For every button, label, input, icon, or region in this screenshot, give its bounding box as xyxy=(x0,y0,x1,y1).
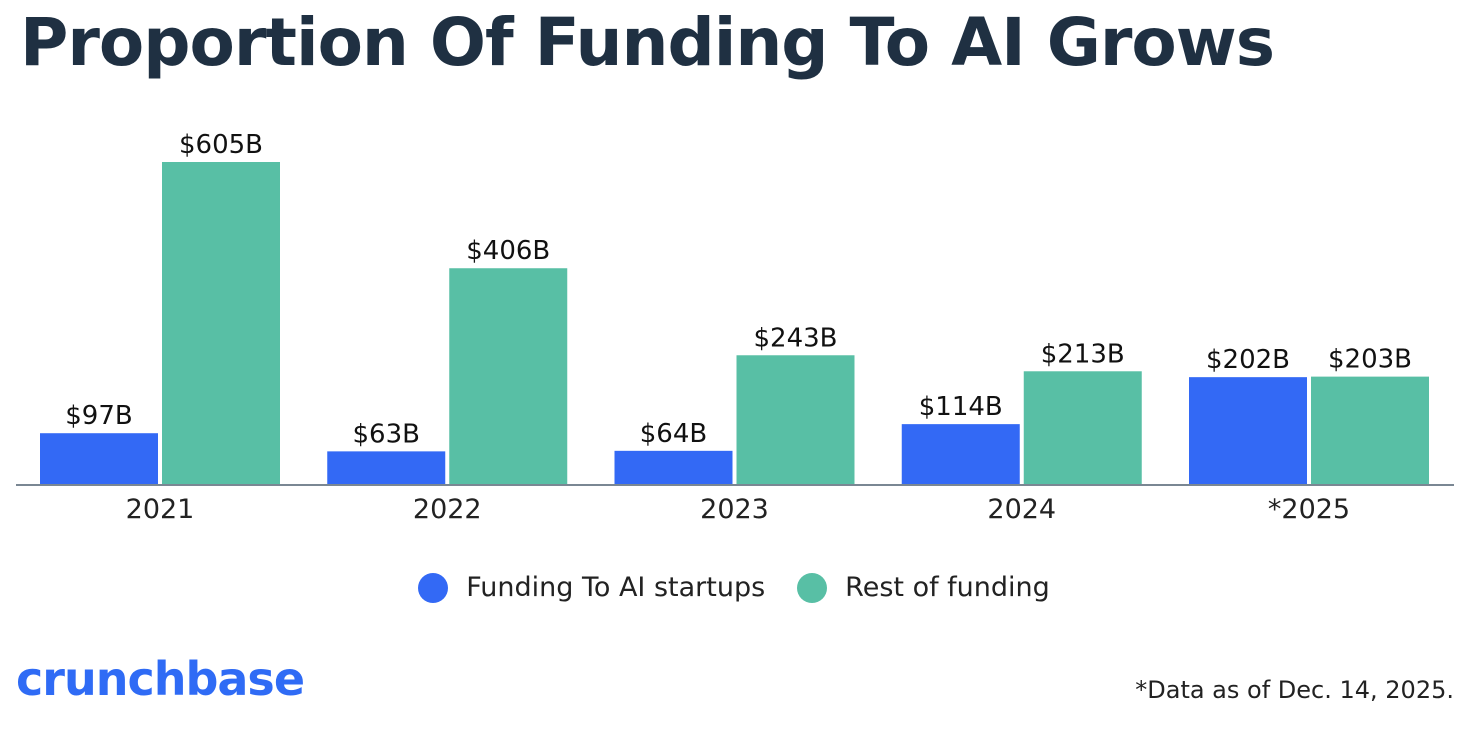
x-tick-label-2023: 2023 xyxy=(700,494,769,525)
data-label-rest-2022: $406B xyxy=(466,236,550,266)
data-label-ai-2023: $64B xyxy=(640,419,707,449)
x-tick-label-2022: 2022 xyxy=(413,494,482,525)
legend-swatch-rest xyxy=(797,572,828,603)
bar-rest-2022 xyxy=(449,268,568,485)
legend: Funding To AI startups Rest of funding xyxy=(0,572,1468,603)
data-label-rest-2025: $203B xyxy=(1328,345,1412,375)
footnote: *Data as of Dec. 14, 2025. xyxy=(1135,676,1454,704)
data-label-ai-2025: $202B xyxy=(1206,345,1290,375)
x-tick-label-2025: *2025 xyxy=(1268,494,1350,525)
data-label-ai-2024: $114B xyxy=(919,392,1003,422)
data-label-ai-2021: $97B xyxy=(65,401,132,431)
bar-chart: $97B $605B 2021 $63B $406B 2022 $64B $243B 2023 $… xyxy=(16,130,1454,525)
bar-rest-2021 xyxy=(162,162,280,485)
chart-title: Proportion Of Funding To AI Grows xyxy=(20,4,1275,81)
data-label-ai-2022: $63B xyxy=(353,419,420,449)
crunchbase-logo: crunchbase xyxy=(16,652,305,706)
legend-item-ai: Funding To AI startups xyxy=(418,572,765,603)
data-label-rest-2021: $605B xyxy=(179,130,263,160)
legend-label-ai: Funding To AI startups xyxy=(466,572,766,603)
legend-label-rest: Rest of funding xyxy=(845,572,1050,603)
data-label-rest-2023: $243B xyxy=(753,323,837,353)
x-tick-label-2021: 2021 xyxy=(126,494,195,525)
bar-ai-2024 xyxy=(901,424,1020,485)
legend-swatch-ai xyxy=(418,572,449,603)
x-tick-label-2024: 2024 xyxy=(987,494,1056,525)
bar-ai-2021 xyxy=(40,433,158,485)
bar-ai-2025 xyxy=(1189,377,1307,485)
bar-rest-2023 xyxy=(736,355,855,485)
bar-rest-2025 xyxy=(1311,376,1429,485)
data-label-rest-2024: $213B xyxy=(1041,339,1125,369)
bar-ai-2023 xyxy=(614,450,733,485)
bar-ai-2022 xyxy=(327,451,446,485)
legend-item-rest: Rest of funding xyxy=(797,572,1050,603)
bar-rest-2024 xyxy=(1023,371,1142,485)
